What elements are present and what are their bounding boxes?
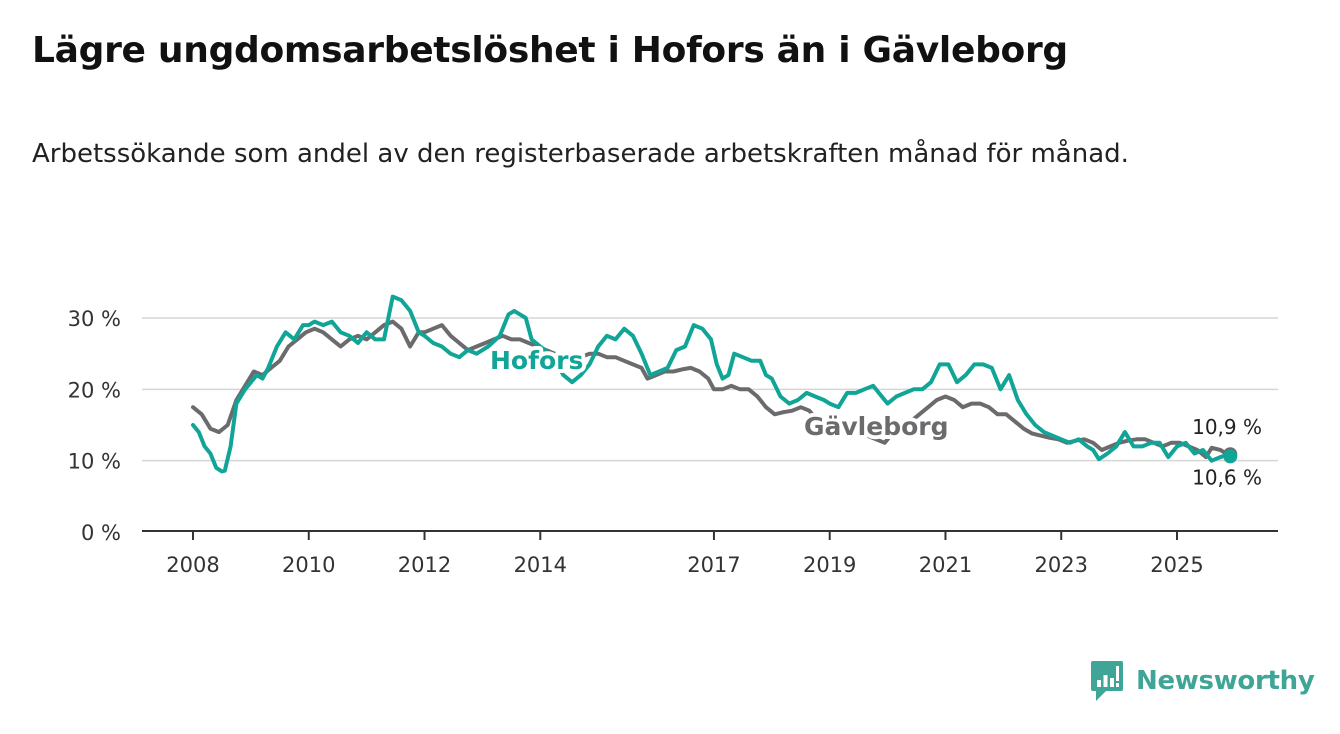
series-line-hofors xyxy=(191,294,1233,474)
x-tick-label: 2017 xyxy=(687,553,740,577)
brand-logo: Newsworthy xyxy=(1090,660,1315,702)
x-tick-label: 2012 xyxy=(398,553,451,577)
x-tick-label: 2014 xyxy=(514,553,567,577)
x-tick-label: 2025 xyxy=(1150,553,1203,577)
y-tick-label: 10 % xyxy=(68,450,121,474)
brand-name: Newsworthy xyxy=(1136,666,1315,696)
x-tick-label: 2019 xyxy=(803,553,856,577)
series-label-gavleborg: Gävleborg xyxy=(804,412,949,441)
series-lines xyxy=(191,294,1238,474)
end-point-hofors xyxy=(1223,449,1238,464)
x-axis-ticks: 2008 2010 2012 2014 2017 2019 2021 2023 2025 xyxy=(166,532,1204,577)
chart-title: Lägre ungdomsarbetslöshet i Hofors än i … xyxy=(32,30,1068,71)
y-tick-label: 0 % xyxy=(81,521,121,545)
chart-subtitle: Arbetssökande som andel av den registerb… xyxy=(32,139,1129,169)
end-label-gavleborg: 10,9 % xyxy=(1192,415,1262,439)
end-label-gavleborg-halo: 10,9 % xyxy=(1192,415,1262,439)
y-axis-ticks: 0 % 10 % 20 % 30 % xyxy=(68,307,121,545)
newsworthy-logo-icon xyxy=(1091,661,1123,701)
gridlines xyxy=(142,317,1278,462)
y-tick-label: 20 % xyxy=(68,378,121,402)
end-label-hofors-halo: 10,6 % xyxy=(1192,465,1262,489)
x-tick-label: 2023 xyxy=(1035,553,1088,577)
x-tick-label: 2010 xyxy=(282,553,335,577)
y-tick-label: 30 % xyxy=(68,307,121,331)
x-tick-label: 2008 xyxy=(166,553,219,577)
series-label-hofors: Hofors xyxy=(490,346,583,375)
end-label-hofors: 10,6 % xyxy=(1192,465,1262,489)
series-label-hofors-halo: Hofors xyxy=(490,346,583,375)
series-label-gavleborg-halo: Gävleborg xyxy=(804,412,949,441)
x-tick-label: 2021 xyxy=(919,553,972,577)
